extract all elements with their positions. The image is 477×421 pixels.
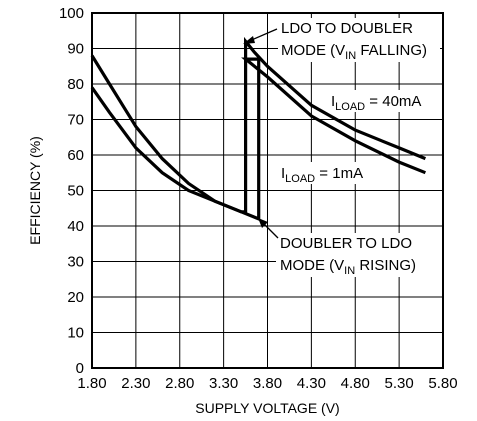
plot-frame	[91, 12, 444, 369]
series-label-iload-40ma: ILOAD = 40mA	[331, 93, 421, 113]
tick-labels: 0 10 20 30 40 50 60 70 80 90 100 1.80 2.30 2.80 3.30 3.…	[59, 5, 458, 392]
y-tick-label: 60	[67, 147, 84, 164]
y-tick-label: 0	[76, 360, 84, 377]
x-tick-label: 5.30	[385, 375, 414, 392]
series-label-bg	[329, 90, 441, 112]
annotation-doubler-to-ldo-line2: MODE (VIN RISING)	[280, 257, 416, 277]
annotation-ldo-to-doubler-line1: LDO TO DOUBLER	[281, 20, 413, 37]
y-axis-label: EFFICIENCY (%)	[27, 136, 43, 245]
x-tick-label: 4.30	[297, 375, 326, 392]
x-tick-label: 2.30	[121, 375, 150, 392]
x-axis-label: SUPPLY VOLTAGE (V)	[195, 400, 339, 416]
x-tick-label: 5.80	[428, 375, 457, 392]
annotation-arrow-head	[243, 36, 255, 44]
annotation-bg	[276, 233, 442, 277]
y-tick-label: 80	[67, 76, 84, 93]
y-tick-label: 90	[67, 41, 84, 58]
y-tick-label: 50	[67, 183, 84, 200]
grid	[92, 13, 443, 368]
annotation-bg	[278, 18, 440, 62]
y-tick-label: 100	[59, 5, 84, 22]
series-label-bg	[279, 162, 381, 184]
y-tick-label: 10	[67, 325, 84, 342]
y-tick-label: 20	[67, 289, 84, 306]
series-label-iload-1ma: ILOAD = 1mA	[281, 165, 363, 185]
x-tick-label: 3.30	[209, 375, 238, 392]
series-layer	[90, 36, 427, 222]
x-tick-label: 3.80	[253, 375, 282, 392]
annotation-arrow-head	[258, 218, 268, 228]
annotation-ldo-to-doubler-line2: MODE (VIN FALLING)	[281, 42, 427, 62]
series-line-iload-40ma	[90, 36, 427, 214]
y-tick-label: 40	[67, 218, 84, 235]
annotations: LDO TO DOUBLER MODE (VIN FALLING) DOUBLER …	[243, 18, 442, 277]
y-tick-label: 30	[67, 254, 84, 271]
x-tick-label: 2.80	[165, 375, 194, 392]
y-tick-label: 70	[67, 112, 84, 129]
x-tick-label: 4.80	[341, 375, 370, 392]
annotation-doubler-to-ldo-line1: DOUBLER TO LDO	[280, 235, 412, 252]
x-tick-label: 1.80	[77, 375, 106, 392]
